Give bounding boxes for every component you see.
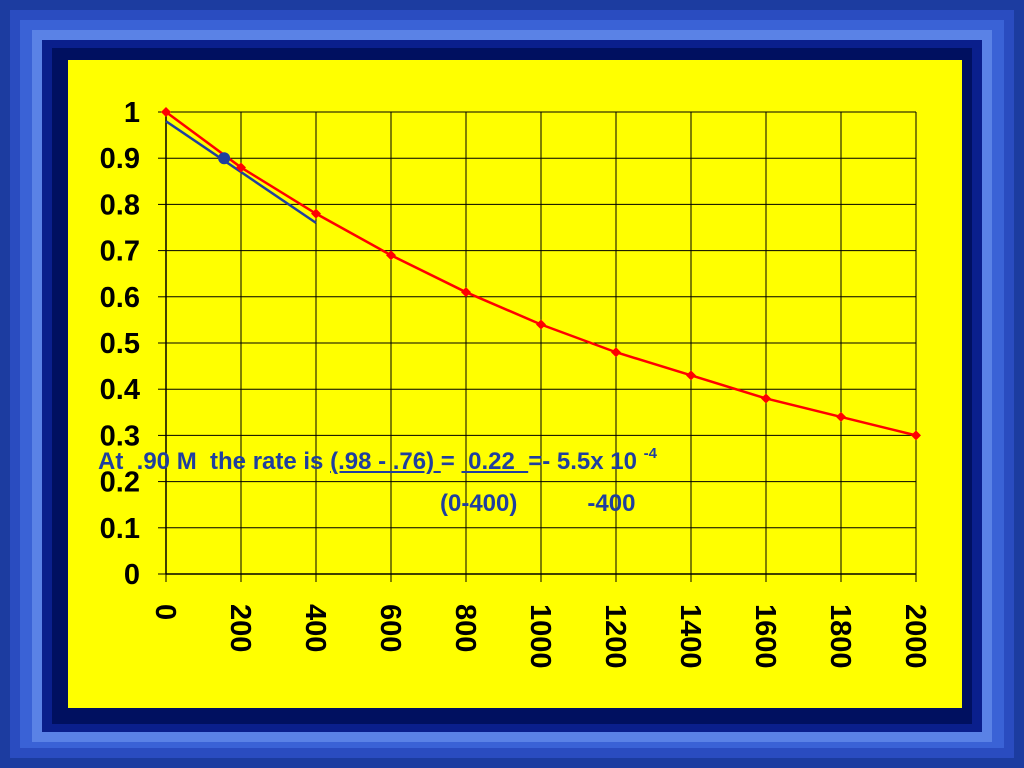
data-point (836, 411, 846, 422)
data-point (611, 347, 621, 358)
x-tick-label: 800 (449, 604, 481, 652)
y-tick-label: 0 (124, 559, 140, 591)
x-tick-label: 200 (224, 604, 256, 652)
x-tick-label: 1000 (524, 604, 556, 669)
slide-panel: 0 0.1 0.2 0.3 0.4 0.5 0.6 0.7 0.8 0.9 1 0 200 400 600 8… (68, 60, 962, 708)
y-tick-label: 0.9 (100, 143, 140, 175)
annotation-denominator-result: -400 (587, 490, 636, 517)
data-point (686, 370, 696, 381)
data-point (461, 287, 471, 298)
y-tick-label: 0.5 (100, 328, 140, 360)
line-chart: 0 0.1 0.2 0.3 0.4 0.5 0.6 0.7 0.8 0.9 1 0 200 400 600 8… (100, 97, 931, 669)
y-tick-label: 0.4 (100, 374, 140, 406)
x-tick-label: 0 (149, 604, 181, 620)
y-tick-label: 1 (124, 97, 140, 129)
y-tick-label: 0.2 (100, 467, 140, 499)
data-point (911, 430, 921, 441)
data-point (536, 319, 546, 330)
annotation-result: 0.22 (461, 448, 529, 475)
tangent-point (218, 152, 231, 165)
annotation-suffix: =- 5.5x 10 (528, 448, 644, 475)
data-point (161, 107, 171, 117)
annotation-numerator: (.98 - .76) (330, 448, 441, 475)
data-point (311, 208, 321, 219)
y-tick-label: 0.8 (100, 189, 140, 221)
data-point (386, 250, 396, 261)
annotation-prefix: At .90 M the rate is (98, 448, 331, 475)
data-point (761, 393, 771, 404)
annotation-equals: = (440, 448, 462, 475)
y-tick-label: 0.6 (100, 282, 140, 314)
x-tick-label: 400 (299, 604, 331, 652)
x-tick-label: 1800 (824, 604, 856, 669)
annotation-denominator: (0-400) (440, 490, 518, 517)
y-tick-label: 0.3 (100, 420, 140, 452)
annotation-exponent: -4 (643, 445, 657, 462)
y-tick-label: 0.1 (100, 513, 140, 545)
x-tick-label: 2000 (899, 604, 931, 669)
x-tick-label: 1400 (674, 604, 706, 669)
rate-annotation-line2: (0-400) -400 (440, 490, 635, 518)
x-tick-label: 1200 (599, 604, 631, 669)
rate-annotation-line1: At .90 M the rate is (.98 - .76) = 0.22 … (98, 445, 657, 476)
x-tick-label: 1600 (749, 604, 781, 669)
data-point (236, 162, 246, 173)
x-tick-label: 600 (374, 604, 406, 652)
y-tick-label: 0.7 (100, 236, 140, 268)
